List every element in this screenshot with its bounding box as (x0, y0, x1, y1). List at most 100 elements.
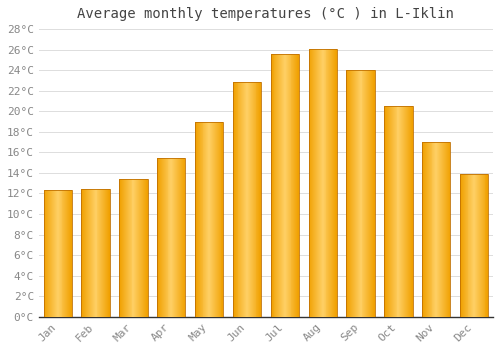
Bar (242, 83, 243, 317)
Bar (270, 54, 272, 317)
Bar (51, 190, 52, 317)
Bar (244, 83, 245, 317)
Bar (351, 70, 352, 317)
Bar (358, 70, 360, 317)
Bar (132, 179, 134, 317)
Bar (124, 179, 125, 317)
Bar (336, 49, 337, 317)
Bar (369, 70, 370, 317)
Bar (294, 54, 296, 317)
Bar (67, 190, 68, 317)
Bar (162, 158, 163, 317)
Bar (430, 142, 432, 317)
Bar (176, 158, 177, 317)
Bar (394, 106, 396, 317)
Bar (331, 49, 332, 317)
Bar (464, 174, 466, 317)
Bar (477, 174, 478, 317)
Bar (362, 70, 364, 317)
Bar (84, 189, 85, 317)
Bar (107, 189, 108, 317)
Bar (127, 179, 128, 317)
Bar (287, 54, 288, 317)
Bar (407, 106, 408, 317)
Bar (50, 190, 51, 317)
Bar (119, 179, 148, 317)
Bar (182, 158, 184, 317)
Bar (180, 158, 181, 317)
Bar (144, 179, 145, 317)
Bar (125, 179, 126, 317)
Bar (475, 174, 476, 317)
Bar (367, 70, 368, 317)
Bar (57, 190, 58, 317)
Bar (157, 158, 158, 317)
Bar (448, 142, 450, 317)
Bar (52, 190, 53, 317)
Bar (143, 179, 144, 317)
Bar (109, 189, 110, 317)
Bar (69, 190, 70, 317)
Bar (428, 142, 430, 317)
Bar (276, 54, 278, 317)
Bar (479, 174, 480, 317)
Bar (279, 54, 280, 317)
Bar (120, 179, 121, 317)
Bar (317, 49, 318, 317)
Bar (256, 83, 258, 317)
Bar (441, 142, 442, 317)
Bar (403, 106, 404, 317)
Bar (481, 174, 482, 317)
Bar (64, 190, 66, 317)
Bar (355, 70, 356, 317)
Bar (372, 70, 373, 317)
Bar (390, 106, 391, 317)
Bar (389, 106, 390, 317)
Bar (82, 189, 84, 317)
Bar (173, 158, 174, 317)
Bar (145, 179, 146, 317)
Bar (286, 54, 287, 317)
Bar (468, 174, 469, 317)
Bar (406, 106, 407, 317)
Bar (92, 189, 94, 317)
Bar (486, 174, 488, 317)
Bar (356, 70, 357, 317)
Bar (137, 179, 138, 317)
Bar (168, 158, 170, 317)
Bar (122, 179, 123, 317)
Bar (146, 179, 148, 317)
Bar (66, 190, 67, 317)
Bar (360, 70, 362, 317)
Bar (371, 70, 372, 317)
Bar (140, 179, 141, 317)
Bar (196, 121, 197, 317)
Bar (170, 158, 172, 317)
Bar (288, 54, 290, 317)
Bar (202, 121, 203, 317)
Bar (368, 70, 369, 317)
Bar (254, 83, 256, 317)
Bar (48, 190, 49, 317)
Bar (249, 83, 250, 317)
Bar (195, 121, 224, 317)
Bar (292, 54, 294, 317)
Bar (460, 174, 488, 317)
Bar (284, 54, 285, 317)
Bar (349, 70, 350, 317)
Bar (388, 106, 389, 317)
Bar (233, 83, 234, 317)
Bar (315, 49, 316, 317)
Bar (212, 121, 213, 317)
Bar (44, 190, 46, 317)
Bar (70, 190, 71, 317)
Bar (163, 158, 164, 317)
Bar (384, 106, 412, 317)
Bar (460, 174, 461, 317)
Bar (233, 83, 261, 317)
Bar (480, 174, 481, 317)
Bar (333, 49, 334, 317)
Bar (184, 158, 186, 317)
Bar (252, 83, 254, 317)
Bar (245, 83, 246, 317)
